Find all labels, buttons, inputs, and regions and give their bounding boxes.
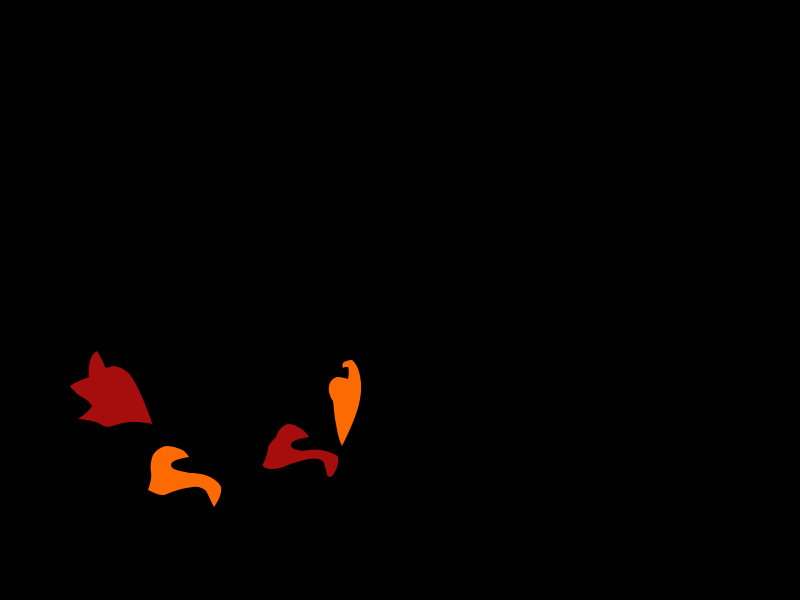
dark-red-flame-sprite-upper-left[interactable] (70, 351, 152, 427)
orange-flame-sprite-lower-left[interactable] (148, 446, 222, 507)
orange-flame-sprite-right[interactable] (328, 360, 362, 446)
dark-red-flame-sprite-center[interactable] (262, 424, 339, 477)
